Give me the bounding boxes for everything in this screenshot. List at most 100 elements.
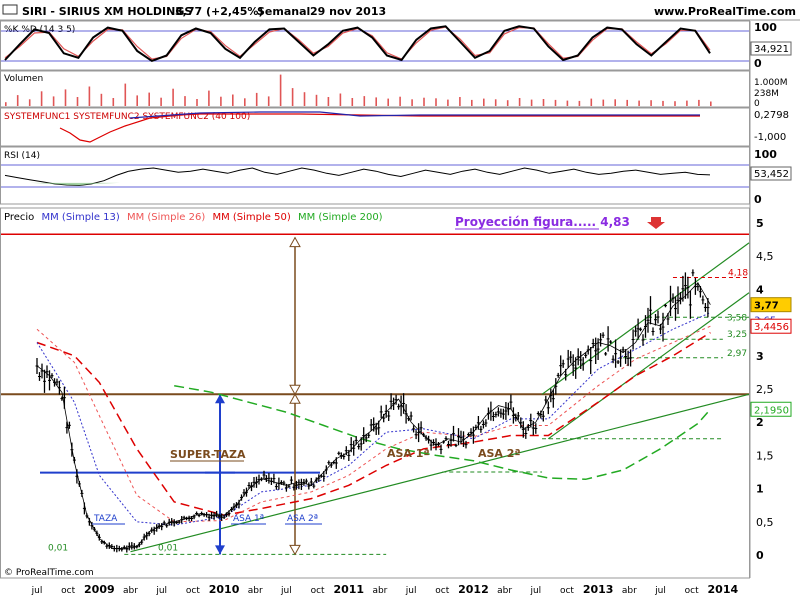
price-y-tick: 0 <box>756 549 764 562</box>
mm26-price-label: 3,4456 <box>754 322 789 333</box>
volume-bar <box>650 100 652 106</box>
mm200-line <box>174 384 711 481</box>
price-x-tick: 2010 <box>209 583 240 596</box>
volume-bar <box>208 90 210 106</box>
stochastic-k-line <box>4 25 711 63</box>
volume-bar <box>327 97 330 106</box>
projection-arrow-head <box>289 384 301 396</box>
mm200-price-label: 2,1950 <box>754 405 789 416</box>
price-x-tick: oct <box>435 586 449 596</box>
volume-bar <box>638 100 640 106</box>
volume-bar <box>40 91 43 106</box>
volume-bar <box>435 98 437 106</box>
volume-bar <box>674 101 676 106</box>
volume-bar <box>76 97 79 106</box>
volume-bar <box>518 98 521 106</box>
volume-bar <box>184 96 186 106</box>
volume-bar <box>602 99 605 106</box>
price-line <box>36 282 711 549</box>
volume-bar <box>483 98 485 106</box>
volume-bar <box>387 98 389 106</box>
level-label-3-58: 3,58 <box>727 313 747 323</box>
price-x-tick: jul <box>280 586 292 596</box>
volume-bar <box>423 97 425 106</box>
rsi-title: RSI (14) <box>4 151 40 161</box>
header-icon <box>2 4 18 15</box>
systemfunc-tick-min: -1,000 <box>754 132 786 143</box>
volume-bar <box>614 99 616 106</box>
volume-bar <box>339 93 342 106</box>
volume-bar <box>411 99 413 106</box>
systemfunc-title: SYSTEMFUNC1 SYSTEMFUNC2 SYSTEMFUNC2 (40 … <box>4 112 250 122</box>
mm13-line <box>36 312 711 526</box>
volume-bar <box>590 98 593 106</box>
stochastic-tick-0: 0 <box>754 57 762 70</box>
support-trendline <box>130 393 750 553</box>
last-price-box <box>750 297 792 313</box>
price-x-tick: 2012 <box>458 583 489 596</box>
rsi-line <box>4 167 711 187</box>
legend-mm50: MM (Simple 50) <box>212 212 290 223</box>
label-asa1: ASA 1ª <box>387 447 430 460</box>
level-label-4-18: 4,18 <box>728 268 748 278</box>
volume-tick-0: 0 <box>754 99 760 109</box>
level-label-2-97: 2,97 <box>727 349 747 359</box>
volume-bar <box>291 88 294 106</box>
down-arrow-icon <box>647 217 665 229</box>
rsi-panel <box>0 146 750 205</box>
price-y-tick: 1 <box>756 483 764 496</box>
label-asa2: ASA 2ª <box>478 447 521 460</box>
header-site[interactable]: www.ProRealTime.com <box>654 5 796 18</box>
volume-bar <box>471 99 473 106</box>
volume-bar <box>172 88 174 106</box>
volume-bar <box>28 99 31 106</box>
systemfunc-red-line <box>59 113 700 143</box>
price-x-tick: 2009 <box>84 583 115 596</box>
volume-bar <box>698 99 700 106</box>
chart-dynamic-layer: 00,511,522,533,544,55juloct2009abrjuloct… <box>1 25 792 596</box>
volume-bar <box>160 97 162 106</box>
volume-bar <box>148 92 150 106</box>
volume-bar <box>494 99 497 106</box>
label-taza: TAZA <box>93 514 118 524</box>
projection-arrow-head <box>289 393 301 404</box>
volume-bar <box>303 92 306 106</box>
legend-mm26: MM (Simple 26) <box>127 212 205 223</box>
channel-lower-line <box>547 292 750 440</box>
volume-bar <box>52 96 55 106</box>
rsi-tick-100: 100 <box>754 148 777 161</box>
price-y-tick: 0,5 <box>756 516 774 529</box>
price-x-tick: jul <box>529 586 541 596</box>
price-x-tick: oct <box>186 586 200 596</box>
volume-bar <box>578 100 581 106</box>
header-ticker: SIRI - SIRIUS XM HOLDINGS <box>22 5 192 18</box>
legend-mm13: MM (Simple 13) <box>41 212 119 223</box>
volume-bar <box>686 100 688 106</box>
volume-bar <box>662 100 664 106</box>
level-label-0-01-right: 0,01 <box>158 543 178 553</box>
volume-current-value: 238M <box>754 89 779 99</box>
price-x-tick: jul <box>405 586 417 596</box>
volume-title: Volumen <box>4 74 43 84</box>
price-x-tick: abr <box>248 586 263 596</box>
price-x-tick: abr <box>372 586 387 596</box>
cup-depth-arrow-head-top <box>215 394 225 404</box>
volume-bar <box>244 98 246 106</box>
rsi-oversold-fill <box>30 182 120 186</box>
volume-bar <box>459 97 461 106</box>
price-y-tick: 4,5 <box>756 250 774 263</box>
projection-annotation: Proyección figura..... 4,83 <box>455 215 630 229</box>
price-x-tick: oct <box>311 586 325 596</box>
price-y-tick: 1,5 <box>756 449 774 462</box>
label-super-taza: SUPER-TAZA <box>170 448 246 461</box>
label-asa2-small: ASA 2ª <box>287 514 318 524</box>
price-x-tick: abr <box>497 586 512 596</box>
price-x-tick: jul <box>31 586 43 596</box>
copyright-text: © ProRealTime.com <box>4 568 94 578</box>
price-x-tick: 2013 <box>583 583 614 596</box>
rsi-tick-0: 0 <box>754 193 762 206</box>
price-x-tick: 2011 <box>333 583 364 596</box>
price-y-tick: 5 <box>756 217 764 230</box>
volume-tick-max: 1.000M <box>754 78 788 88</box>
